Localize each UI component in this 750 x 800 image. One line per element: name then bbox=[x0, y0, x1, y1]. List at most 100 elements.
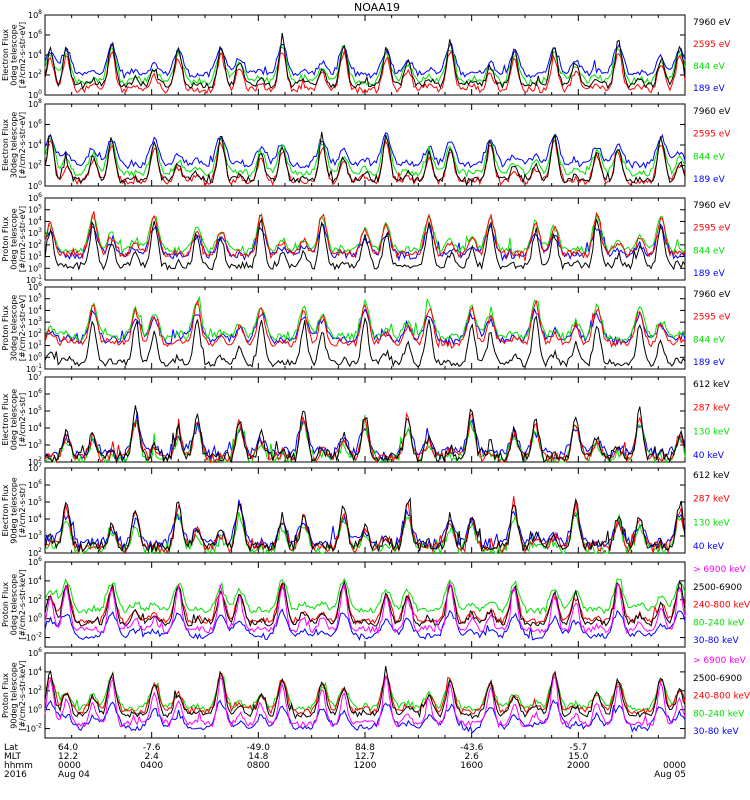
xaxis-hhmm-label: 1200 bbox=[354, 761, 377, 771]
y-label-line: [#/cm2-s-str-keV] bbox=[18, 569, 27, 640]
y-label-line: 0deg telescope bbox=[9, 208, 18, 269]
y-tick-label: 10-1 bbox=[26, 363, 42, 374]
y-tick-label: 106 bbox=[28, 29, 42, 40]
series-trace-blue bbox=[44, 608, 686, 641]
y-tick-label: 100 bbox=[28, 351, 42, 362]
xaxis-lat-label: -49.0 bbox=[247, 743, 271, 753]
y-label-line: TED bbox=[0, 231, 1, 248]
series-trace-red bbox=[44, 411, 686, 464]
y-tick-label: 104 bbox=[28, 304, 42, 315]
y-tick-exponent: 0 bbox=[38, 704, 42, 711]
y-tick-exponent: 4 bbox=[38, 49, 42, 56]
y-tick-exponent: 0 bbox=[38, 89, 42, 96]
panel-frame bbox=[44, 561, 686, 648]
y-tick-label: 105 bbox=[28, 204, 42, 215]
y-tick-exponent: 2 bbox=[38, 160, 42, 167]
y-tick-exponent: 2 bbox=[38, 239, 42, 246]
xaxis-hhmm-label: 1600 bbox=[460, 761, 483, 771]
legend-entry: 189 eV bbox=[693, 358, 726, 368]
xaxis-mlt-label: 15.0 bbox=[568, 752, 588, 762]
series-trace-red bbox=[44, 581, 686, 626]
y-tick-label: 102 bbox=[28, 547, 42, 558]
legend-entry: > 6900 keV bbox=[693, 656, 747, 666]
xaxis-hhmm-label: 0000 bbox=[663, 761, 686, 771]
xaxis-mlt-label: 14.8 bbox=[248, 752, 268, 762]
y-label-line: 90deg telescope bbox=[9, 662, 18, 729]
xaxis-hhmm-label: 0800 bbox=[247, 761, 270, 771]
y-label-line: TED bbox=[0, 137, 1, 154]
xaxis-lat-label: -7.6 bbox=[143, 743, 161, 753]
y-tick-exponent: 4 bbox=[38, 304, 42, 311]
series-trace-magenta bbox=[44, 675, 686, 729]
y-tick-exponent: 6 bbox=[38, 556, 42, 563]
xaxis-lat-label: 84.8 bbox=[355, 743, 375, 753]
plot-title: NOAA19 bbox=[354, 1, 400, 14]
legend-entry: 844 eV bbox=[693, 152, 726, 162]
y-label-line: [#/cm2-s-str-eV] bbox=[18, 206, 27, 272]
xaxis-hhmm-label: 0000 bbox=[58, 761, 81, 771]
y-tick-exponent: 5 bbox=[38, 204, 42, 211]
series-trace-black bbox=[44, 666, 686, 720]
y-label-line: 0deg telescope bbox=[9, 389, 18, 450]
legend-entry: 30-80 keV bbox=[693, 636, 739, 646]
y-tick-exponent: 2 bbox=[38, 685, 42, 692]
legend-entry: 80-240 keV bbox=[693, 618, 745, 628]
y-tick-label: 106 bbox=[28, 556, 42, 567]
y-tick-label: 106 bbox=[28, 388, 42, 399]
y-tick-exponent: 7 bbox=[38, 462, 42, 469]
y-label-line: Electron Flux bbox=[1, 119, 10, 171]
y-tick-exponent: 4 bbox=[38, 215, 42, 222]
y-tick-exponent: 4 bbox=[38, 575, 42, 582]
y-tick-exponent: 2 bbox=[38, 456, 42, 463]
legend-entry: 2500-6900 bbox=[693, 674, 742, 684]
y-tick-label: 102 bbox=[28, 685, 42, 696]
y-tick-label: 102 bbox=[28, 456, 42, 467]
y-tick-label: 108 bbox=[28, 9, 42, 20]
y-tick-exponent: 6 bbox=[38, 192, 42, 199]
y-tick-label: 108 bbox=[28, 98, 42, 109]
series-trace-green bbox=[44, 577, 686, 616]
y-tick-label: 102 bbox=[28, 160, 42, 171]
y-tick-label: 102 bbox=[28, 594, 42, 605]
y-label-line: [#/cm2-s-str] bbox=[18, 393, 27, 446]
xaxis-lat-label: -5.7 bbox=[570, 743, 588, 753]
legend-entry: 844 eV bbox=[693, 246, 726, 256]
y-tick-exponent: 4 bbox=[38, 666, 42, 673]
legend-entry: 40 keV bbox=[693, 451, 725, 461]
y-tick-exponent: 6 bbox=[38, 388, 42, 395]
y-tick-exponent: 4 bbox=[38, 422, 42, 429]
y-tick-exponent: 3 bbox=[38, 227, 42, 234]
xaxis-lat-label: -43.6 bbox=[460, 743, 484, 753]
y-tick-label: 104 bbox=[28, 575, 42, 586]
y-label-line: 0deg telescope bbox=[9, 24, 18, 85]
legend-entry: 7960 eV bbox=[693, 201, 731, 211]
y-tick-exponent: -1 bbox=[36, 274, 42, 281]
panel-5: 102103104105106107MEPEDElectron Flux0deg… bbox=[0, 371, 730, 467]
y-tick-exponent: 3 bbox=[38, 439, 42, 446]
y-tick-exponent: 3 bbox=[38, 530, 42, 537]
y-tick-exponent: 4 bbox=[38, 513, 42, 520]
series-trace-green bbox=[44, 296, 686, 342]
series-trace-blue bbox=[44, 131, 686, 170]
y-tick-label: 104 bbox=[28, 513, 42, 524]
y-label-line: 90deg telescope bbox=[9, 477, 18, 544]
y-tick-exponent: 0 bbox=[38, 180, 42, 187]
y-tick-exponent: 6 bbox=[38, 281, 42, 288]
y-tick-exponent: 6 bbox=[38, 29, 42, 36]
panel-6: 102103104105106107MEPEDElectron Flux90de… bbox=[0, 462, 730, 558]
y-tick-exponent: -1 bbox=[36, 363, 42, 370]
y-tick-exponent: 8 bbox=[38, 9, 42, 16]
y-tick-exponent: 0 bbox=[38, 613, 42, 620]
xaxis-date-label: Aug 04 bbox=[58, 770, 90, 780]
series-trace-green bbox=[44, 212, 686, 255]
series-trace-black bbox=[44, 497, 686, 553]
legend-entry: 189 eV bbox=[693, 84, 726, 94]
series-trace-green bbox=[44, 675, 686, 712]
y-label-line: [#/cm2-s-str] bbox=[18, 484, 27, 537]
legend-entry: 240-800 keV bbox=[693, 692, 750, 702]
y-tick-exponent: 5 bbox=[38, 405, 42, 412]
